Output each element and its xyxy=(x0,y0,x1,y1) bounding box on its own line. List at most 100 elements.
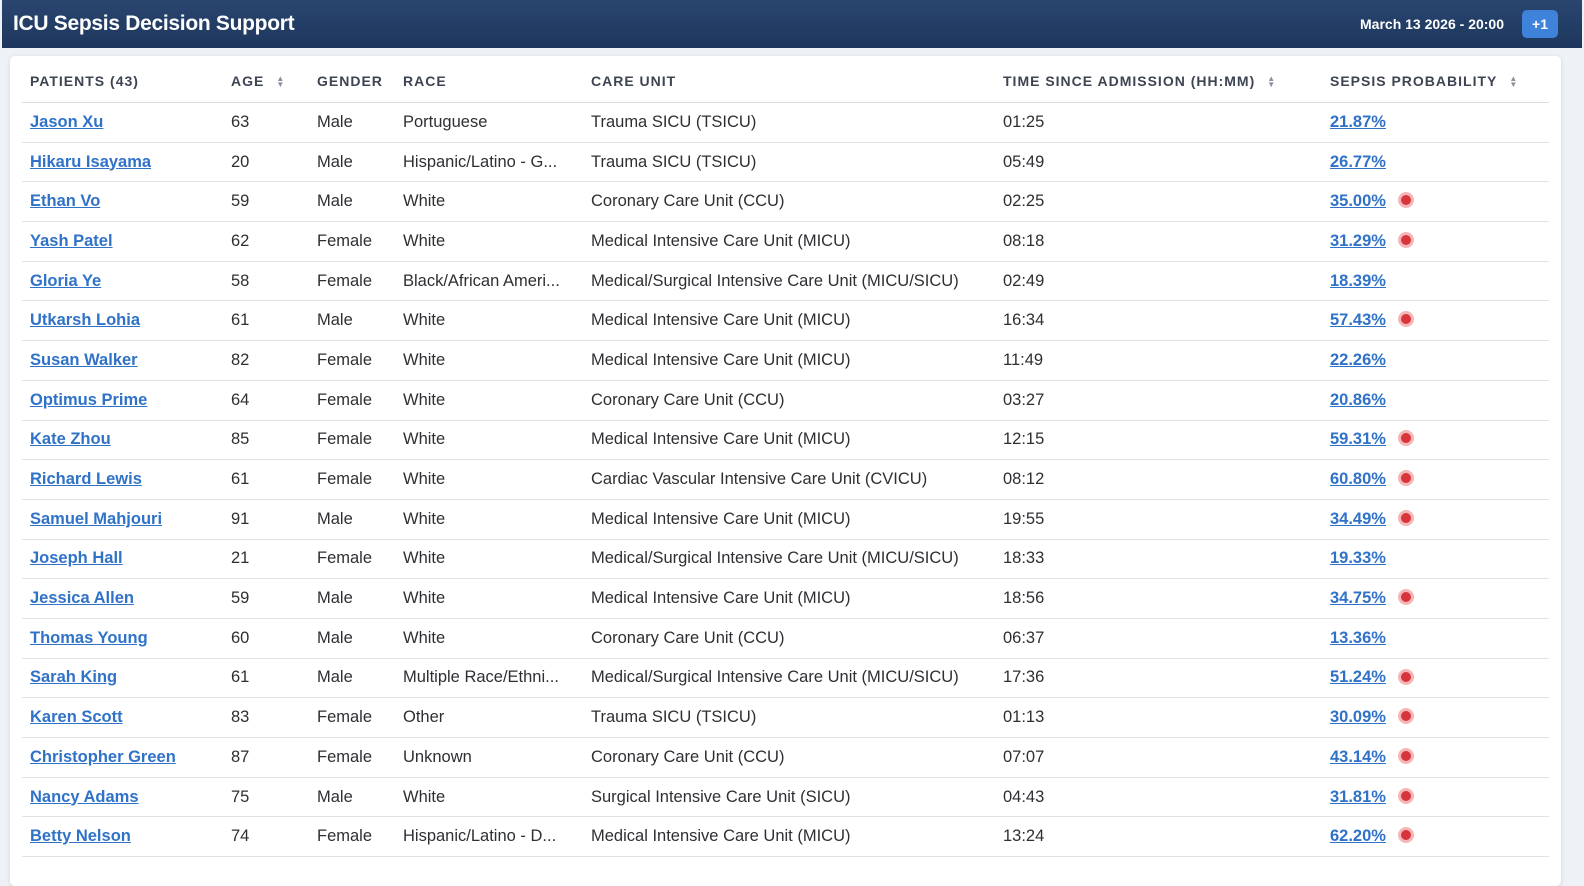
age: 75 xyxy=(231,787,250,806)
age-cell: 85 xyxy=(223,420,309,461)
race: White xyxy=(403,470,446,489)
sepsis-probability-link[interactable]: 19.33% xyxy=(1330,549,1386,568)
sepsis-probability-cell: 19.33% xyxy=(1322,539,1549,580)
care-unit: Cardiac Vascular Intensive Care Unit (CV… xyxy=(591,470,928,489)
patient-row: Utkarsh Lohia 61 Male White Medical Intensiv… xyxy=(22,300,1549,342)
time-since-admission: 17:36 xyxy=(1003,668,1045,687)
patient-name-cell: Joseph Hall xyxy=(22,539,223,580)
gender-cell: Male xyxy=(309,578,395,619)
patient-row: Nancy Adams 75 Male White Surgical Intensive… xyxy=(22,777,1549,818)
column-header[interactable]: SEPSIS PROBABILITY ▲ ▼ xyxy=(1322,60,1549,103)
age-cell: 60 xyxy=(223,618,309,659)
age: 58 xyxy=(231,271,250,290)
patient-name-link[interactable]: Thomas Young xyxy=(30,628,148,647)
race-cell: White xyxy=(395,539,583,580)
gender: Male xyxy=(317,192,353,211)
sepsis-probability-link[interactable]: 26.77% xyxy=(1330,152,1386,171)
sepsis-probability-link[interactable]: 57.43% xyxy=(1330,311,1386,330)
patient-name-link[interactable]: Richard Lewis xyxy=(30,470,142,489)
sepsis-probability-link[interactable]: 43.14% xyxy=(1330,747,1386,766)
care-unit-cell: Medical/Surgical Intensive Care Unit (MI… xyxy=(583,539,995,580)
sepsis-probability-link[interactable]: 22.26% xyxy=(1330,350,1386,369)
patient-name-cell: Jessica Allen xyxy=(22,578,223,619)
age: 87 xyxy=(231,747,250,766)
gender-cell: Male xyxy=(309,300,395,342)
time-since-admission: 19:55 xyxy=(1003,509,1045,528)
patient-name-link[interactable]: Hikaru Isayama xyxy=(30,152,152,171)
age: 64 xyxy=(231,390,250,409)
patient-name-link[interactable]: Karen Scott xyxy=(30,708,123,727)
care-unit: Surgical Intensive Care Unit (SICU) xyxy=(591,787,851,806)
alert-indicator xyxy=(1397,232,1414,249)
patient-name-link[interactable]: Christopher Green xyxy=(30,747,176,766)
gender: Male xyxy=(317,509,353,528)
time-since-admission: 08:18 xyxy=(1003,231,1045,250)
sepsis-probability-cell: 26.77% xyxy=(1322,142,1549,183)
sort-icon[interactable]: ▲ ▼ xyxy=(276,74,286,90)
sepsis-probability-link[interactable]: 35.00% xyxy=(1330,192,1386,211)
header-bar: ICU Sepsis Decision Support March 13 202… xyxy=(2,0,1582,48)
add-button[interactable]: +1 xyxy=(1522,10,1558,38)
patient-name-cell: Karen Scott xyxy=(22,697,223,738)
sort-icon[interactable]: ▲ ▼ xyxy=(1509,74,1519,90)
patient-name-link[interactable]: Joseph Hall xyxy=(30,549,123,568)
patient-name-link[interactable]: Jessica Allen xyxy=(30,589,134,608)
gender: Female xyxy=(317,827,373,846)
sepsis-probability-link[interactable]: 31.29% xyxy=(1330,231,1386,250)
sepsis-probability-link[interactable]: 18.39% xyxy=(1330,271,1386,290)
patient-name-link[interactable]: Betty Nelson xyxy=(30,827,131,846)
alert-indicator xyxy=(1397,430,1414,447)
patient-name-link[interactable]: Yash Patel xyxy=(30,231,113,250)
time-since-admission-cell: 06:37 xyxy=(995,618,1322,659)
gender-cell: Female xyxy=(309,539,395,580)
sepsis-probability-cell: 34.49% xyxy=(1322,499,1549,540)
care-unit: Trauma SICU (TSICU) xyxy=(591,112,757,131)
sepsis-probability-cell: 21.87% xyxy=(1322,102,1549,143)
patient-name-link[interactable]: Samuel Mahjouri xyxy=(30,509,163,528)
alert-indicator xyxy=(1397,827,1414,844)
race: White xyxy=(403,311,446,330)
sepsis-probability-link[interactable]: 34.75% xyxy=(1330,589,1386,608)
patient-name-link[interactable]: Utkarsh Lohia xyxy=(30,311,141,330)
column-header[interactable]: TIME SINCE ADMISSION (HH:MM) ▲ ▼ xyxy=(995,60,1322,103)
gender-cell: Female xyxy=(309,816,395,858)
sepsis-probability-link[interactable]: 31.81% xyxy=(1330,787,1386,806)
patient-name-link[interactable]: Optimus Prime xyxy=(30,390,148,409)
header-label: PATIENTS (43) xyxy=(30,73,139,89)
alert-indicator xyxy=(1397,470,1414,487)
patient-row: Thomas Young 60 Male White Coronary Care Uni… xyxy=(22,618,1549,659)
race: White xyxy=(403,787,446,806)
patient-name-link[interactable]: Susan Walker xyxy=(30,350,138,369)
sepsis-probability-cell: 62.20% xyxy=(1322,816,1549,858)
sepsis-probability-link[interactable]: 20.86% xyxy=(1330,390,1386,409)
sepsis-probability-link[interactable]: 51.24% xyxy=(1330,668,1386,687)
patient-name-link[interactable]: Sarah King xyxy=(30,668,118,687)
age: 74 xyxy=(231,827,250,846)
sepsis-probability-link[interactable]: 21.87% xyxy=(1330,112,1386,131)
patient-name-link[interactable]: Ethan Vo xyxy=(30,192,101,211)
sepsis-probability-link[interactable]: 34.49% xyxy=(1330,509,1386,528)
gender: Female xyxy=(317,747,373,766)
column-header: RACE xyxy=(395,60,583,103)
time-since-admission-cell: 18:33 xyxy=(995,539,1322,580)
patient-name-link[interactable]: Kate Zhou xyxy=(30,430,111,449)
race-cell: Other xyxy=(395,697,583,738)
age: 60 xyxy=(231,628,250,647)
sepsis-probability-link[interactable]: 13.36% xyxy=(1330,628,1386,647)
care-unit: Medical Intensive Care Unit (MICU) xyxy=(591,827,851,846)
sepsis-probability-link[interactable]: 30.09% xyxy=(1330,708,1386,727)
sort-icon[interactable]: ▲ ▼ xyxy=(1267,74,1277,90)
time-since-admission-cell: 17:36 xyxy=(995,658,1322,699)
sepsis-probability-link[interactable]: 59.31% xyxy=(1330,430,1386,449)
age-cell: 83 xyxy=(223,697,309,738)
column-header[interactable]: AGE ▲ ▼ xyxy=(223,60,309,103)
patient-name-link[interactable]: Gloria Ye xyxy=(30,271,102,290)
patient-name-link[interactable]: Nancy Adams xyxy=(30,787,139,806)
sepsis-probability-link[interactable]: 62.20% xyxy=(1330,827,1386,846)
patient-name-link[interactable]: Jason Xu xyxy=(30,112,104,131)
patient-row: Samuel Mahjouri 91 Male White Medical Intens… xyxy=(22,499,1549,540)
header-label: TIME SINCE ADMISSION (HH:MM) xyxy=(1003,73,1256,89)
sepsis-probability-link[interactable]: 60.80% xyxy=(1330,470,1386,489)
time-since-admission: 05:49 xyxy=(1003,152,1045,171)
race: Other xyxy=(403,708,445,727)
